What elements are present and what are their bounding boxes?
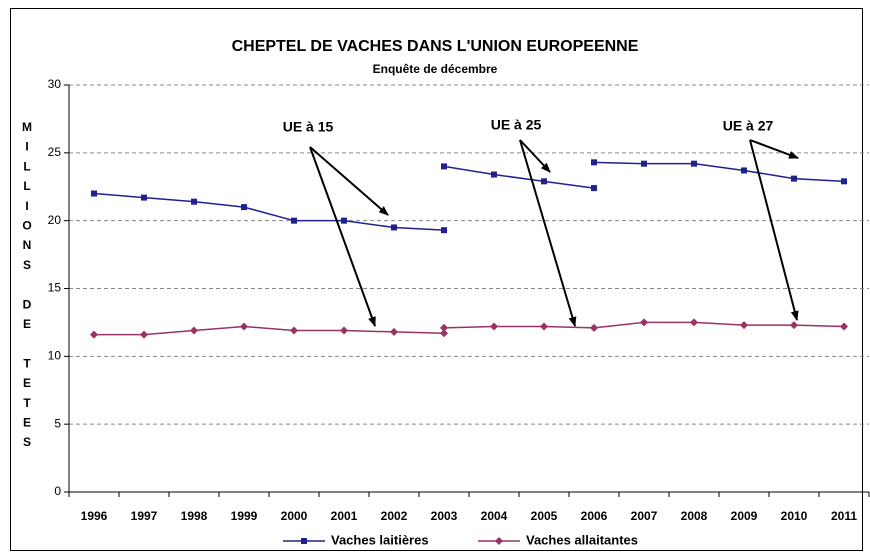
point: [591, 159, 597, 166]
y-label-char: E: [23, 376, 31, 390]
y-label-char: I: [25, 199, 28, 213]
y-tick-label: 15: [48, 281, 62, 295]
x-tick-label: 2009: [731, 509, 758, 523]
point: [591, 185, 597, 192]
annotation: UE à 25: [491, 117, 542, 133]
x-tick-label: 2007: [631, 509, 658, 523]
point: [490, 322, 498, 331]
y-tick-label: 30: [48, 77, 62, 91]
point: [340, 326, 348, 335]
x-tick-label: 2011: [831, 509, 857, 523]
y-label-char: [25, 278, 28, 292]
x-tick-label: 2004: [481, 509, 508, 523]
point: [691, 160, 697, 167]
point: [690, 318, 698, 327]
x-tick-label: 2005: [531, 509, 558, 523]
x-tick-label: 1999: [231, 509, 258, 523]
legend-label: Vaches allaitantes: [526, 532, 638, 547]
point: [491, 171, 497, 178]
chart-frame: [10, 8, 863, 551]
annotation-arrow: [749, 139, 799, 321]
y-tick-label: 0: [54, 484, 61, 498]
x-tick-label: 2000: [281, 509, 308, 523]
series-line: [94, 325, 445, 336]
y-tick-label: 10: [48, 349, 62, 363]
point: [140, 330, 148, 339]
point: [540, 322, 548, 331]
legend-label: Vaches laitières: [331, 532, 429, 547]
point: [840, 322, 848, 331]
point: [641, 160, 647, 167]
chart-title: CHEPTEL DE VACHES DANS L'UNION EUROPEENN…: [232, 38, 639, 55]
annotation-arrow: [519, 139, 551, 173]
y-tick-label: 5: [54, 416, 61, 430]
point: [391, 224, 397, 231]
y-label-char: L: [23, 179, 30, 193]
y-label-char: S: [23, 435, 31, 449]
y-label-char: L: [23, 160, 30, 174]
x-tick-label: 1996: [81, 509, 108, 523]
legend-marker: [301, 538, 307, 544]
point: [541, 178, 547, 185]
annotation-arrow: [519, 139, 577, 327]
point: [791, 175, 797, 182]
point: [291, 217, 297, 224]
point: [440, 323, 448, 332]
point: [740, 321, 748, 330]
point: [141, 194, 147, 201]
point: [191, 198, 197, 205]
point: [640, 318, 648, 327]
x-tick-label: 2008: [681, 509, 708, 523]
annotation: UE à 27: [723, 118, 774, 134]
series-line: [93, 192, 445, 231]
y-label-char: E: [23, 416, 31, 430]
y-label-char: [25, 337, 28, 351]
series-line: [443, 165, 595, 189]
point: [741, 167, 747, 174]
x-tick-label: 2003: [431, 509, 458, 523]
annotation: UE à 15: [283, 119, 334, 135]
point: [241, 204, 247, 211]
point: [590, 323, 598, 332]
x-tick-label: 2010: [781, 509, 808, 523]
x-tick-label: 1998: [181, 509, 208, 523]
x-tick-label: 2006: [581, 509, 608, 523]
annotation-arrow: [309, 146, 376, 327]
point: [390, 327, 398, 336]
point: [790, 321, 798, 330]
y-label-char: S: [23, 258, 31, 272]
y-label-char: M: [22, 120, 32, 134]
y-tick-label: 25: [48, 145, 62, 159]
y-label-char: D: [23, 297, 32, 311]
y-label-char: O: [22, 219, 31, 233]
point: [90, 330, 98, 339]
point: [441, 227, 447, 234]
point: [440, 329, 448, 338]
legend-marker: [495, 537, 503, 545]
chart-subtitle: Enquête de décembre: [373, 62, 498, 76]
point: [341, 217, 347, 224]
y-label-char: I: [25, 140, 28, 154]
point: [841, 178, 847, 185]
x-tick-label: 2001: [331, 509, 358, 523]
point: [240, 322, 248, 331]
annotation-arrow: [309, 146, 389, 216]
point: [91, 190, 97, 197]
y-label-char: N: [23, 238, 32, 252]
point: [441, 163, 447, 170]
x-tick-label: 1997: [131, 509, 158, 523]
x-tick-label: 2002: [381, 509, 408, 523]
y-label-char: T: [23, 357, 31, 371]
series-line: [593, 161, 845, 183]
y-tick-label: 20: [48, 213, 62, 227]
y-label-char: E: [23, 317, 31, 331]
point: [190, 326, 198, 335]
point: [290, 326, 298, 335]
y-label-char: T: [23, 396, 31, 410]
annotation-arrow: [749, 139, 799, 159]
